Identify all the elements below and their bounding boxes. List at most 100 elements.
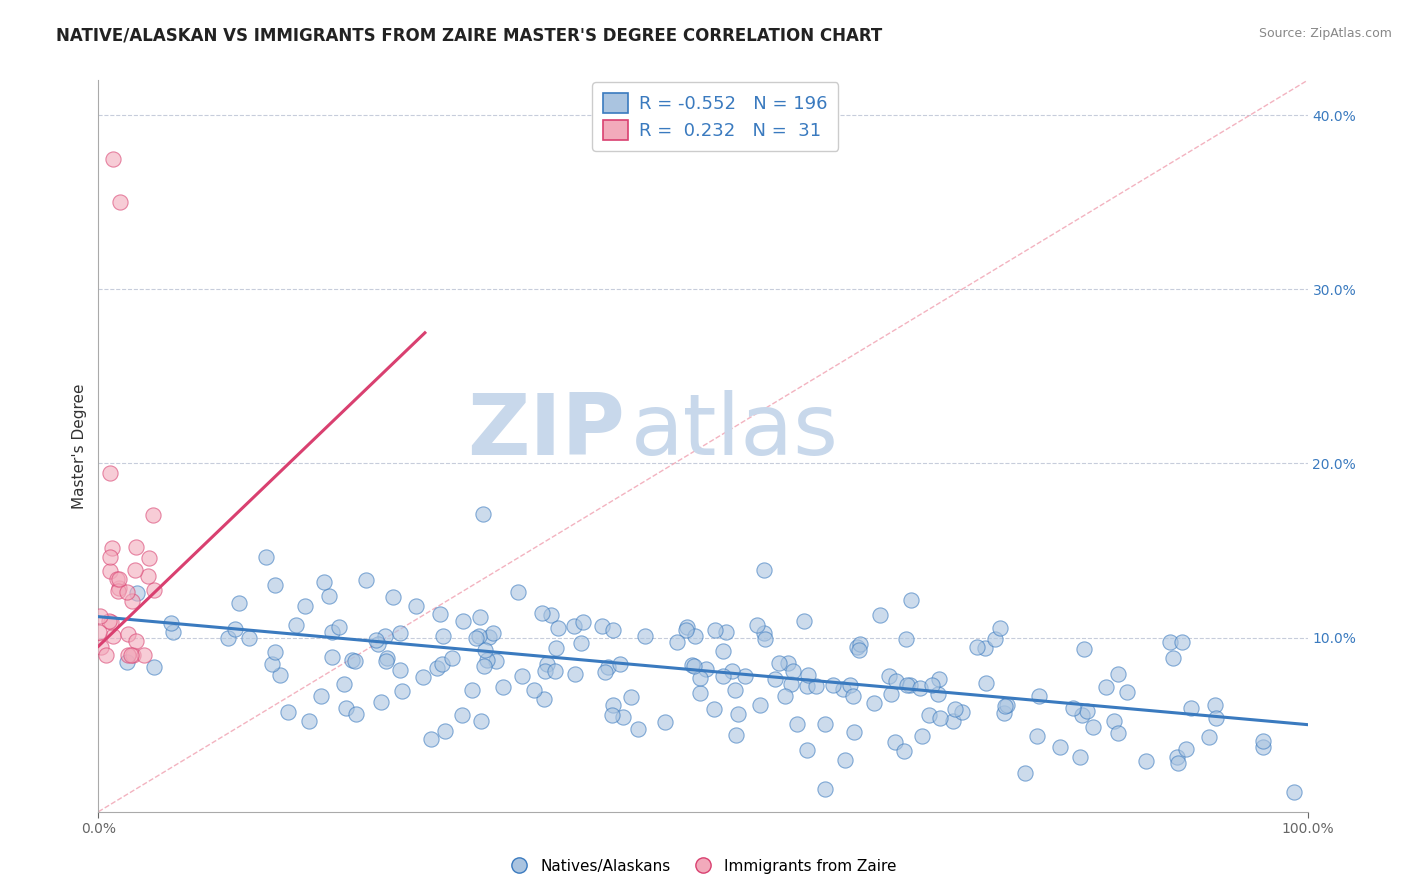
Point (1205, 711, 1227, 725)
Point (115, 585, 138, 599)
Point (333, 677, 356, 691)
Point (839, 678, 862, 692)
Point (492, 680, 515, 694)
Point (108, 195, 131, 210)
Point (335, 701, 357, 715)
Point (813, 717, 835, 731)
Point (896, 678, 918, 692)
Point (470, 714, 492, 729)
Point (778, 656, 800, 670)
Legend: Natives/Alaskans, Immigrants from Zaire: Natives/Alaskans, Immigrants from Zaire (503, 853, 903, 880)
Point (724, 683, 747, 698)
Point (682, 658, 704, 673)
Point (485, 654, 508, 668)
Point (823, 677, 845, 691)
Point (432, 657, 454, 671)
Point (846, 640, 869, 654)
Point (285, 618, 308, 632)
Point (432, 629, 454, 643)
Point (98, 467, 121, 481)
Point (869, 608, 891, 623)
Point (1104, 714, 1126, 728)
Point (475, 653, 498, 667)
Point (884, 735, 907, 749)
Point (609, 657, 631, 671)
Point (773, 690, 796, 704)
Point (834, 753, 856, 767)
Point (814, 781, 837, 796)
Point (294, 599, 316, 613)
Point (364, 632, 387, 647)
Point (796, 668, 818, 682)
Point (1107, 666, 1129, 681)
Point (974, 675, 997, 690)
Point (536, 657, 558, 671)
Point (806, 680, 828, 694)
Point (465, 631, 488, 645)
Point (451, 708, 474, 723)
Point (1070, 708, 1092, 723)
Point (419, 732, 441, 747)
Point (440, 651, 463, 665)
Point (695, 662, 717, 676)
Point (162, 625, 184, 640)
Point (374, 629, 396, 643)
Point (1076, 705, 1098, 719)
Point (711, 669, 734, 683)
Point (468, 610, 491, 624)
Point (356, 573, 378, 587)
Point (1107, 726, 1129, 740)
Point (1204, 698, 1226, 712)
Point (942, 714, 965, 728)
Point (786, 716, 808, 731)
Point (125, 586, 148, 600)
Point (125, 634, 148, 648)
Point (832, 682, 855, 697)
Point (796, 743, 818, 757)
Point (142, 508, 165, 522)
Point (125, 541, 148, 555)
Point (533, 664, 555, 678)
Point (908, 681, 931, 695)
Point (994, 698, 1017, 713)
Point (768, 657, 790, 671)
Point (754, 632, 776, 646)
Point (1135, 754, 1157, 768)
Point (101, 629, 124, 643)
Point (1174, 742, 1197, 756)
Point (90, 640, 112, 654)
Point (412, 670, 434, 684)
Point (754, 625, 776, 640)
Point (533, 692, 555, 706)
Point (100, 615, 122, 630)
Text: Source: ZipAtlas.com: Source: ZipAtlas.com (1258, 27, 1392, 40)
Point (703, 702, 725, 716)
Point (1180, 701, 1202, 715)
Point (571, 615, 593, 629)
Point (277, 705, 299, 719)
Point (796, 679, 818, 693)
Point (879, 687, 901, 701)
Point (893, 744, 915, 758)
Point (132, 648, 155, 662)
Point (544, 664, 567, 678)
Point (863, 696, 886, 710)
Point (849, 637, 872, 651)
Point (101, 541, 124, 556)
Point (675, 620, 697, 634)
Point (745, 618, 768, 632)
Point (1115, 685, 1137, 699)
Point (984, 632, 1007, 646)
Point (879, 669, 901, 683)
Point (121, 594, 143, 608)
Point (973, 640, 995, 655)
Text: NATIVE/ALASKAN VS IMMIGRANTS FROM ZAIRE MASTER'S DEGREE CORRELATION CHART: NATIVE/ALASKAN VS IMMIGRANTS FROM ZAIRE … (56, 27, 883, 45)
Point (600, 707, 623, 722)
Point (1062, 701, 1084, 715)
Point (844, 725, 866, 739)
Point (540, 607, 562, 622)
Point (591, 619, 613, 633)
Point (391, 683, 413, 698)
Point (1083, 720, 1105, 734)
Point (1073, 642, 1095, 657)
